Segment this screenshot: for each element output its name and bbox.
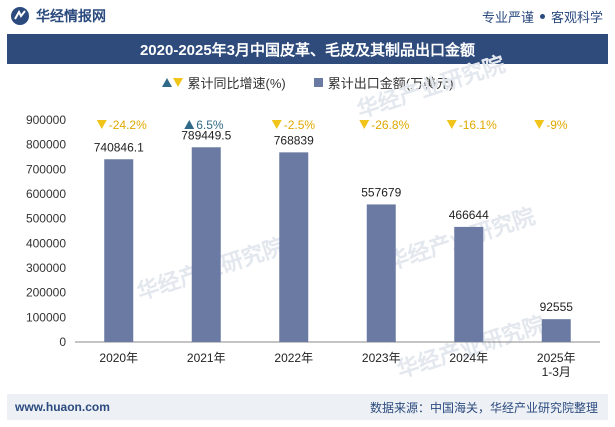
chart-title-bar: 2020-2025年3月中国皮革、毛皮及其制品出口金额 bbox=[7, 34, 608, 64]
square-icon bbox=[313, 77, 323, 87]
growth-label: -24.2% bbox=[109, 118, 147, 132]
growth-label: -16.1% bbox=[459, 118, 497, 132]
legend-item-growth: 累计同比增速(%) bbox=[161, 73, 286, 92]
legend-label-growth: 累计同比增速(%) bbox=[187, 75, 286, 91]
growth-down-marker bbox=[271, 120, 282, 129]
y-tick-label: 600000 bbox=[26, 187, 66, 201]
tagline-left: 专业严谨 bbox=[481, 9, 534, 25]
bar bbox=[104, 159, 134, 342]
bar-value-label: 740846.1 bbox=[94, 140, 144, 154]
growth-label: -9% bbox=[546, 118, 568, 132]
x-tick-label: 2021年 bbox=[187, 351, 226, 365]
y-tick-label: 500000 bbox=[26, 212, 66, 226]
bar-value-label: 768839 bbox=[274, 133, 314, 147]
x-tick-label: 2023年 bbox=[362, 351, 401, 365]
y-tick-label: 200000 bbox=[26, 286, 66, 300]
growth-up-marker bbox=[184, 120, 195, 129]
triangle-down-icon bbox=[172, 77, 183, 87]
data-labels: 740846.1 -24.2% 789449.56.5% 768839-2.5% 557… bbox=[94, 118, 574, 314]
growth-label: -2.5% bbox=[284, 118, 316, 132]
x-tick-label: 2022年 bbox=[274, 351, 313, 365]
bar-value-label: 92555 bbox=[540, 300, 574, 314]
y-tick-label: 0 bbox=[59, 335, 66, 349]
bar bbox=[191, 147, 221, 342]
y-tick-label: 900000 bbox=[26, 113, 66, 127]
huajing-logo-icon bbox=[11, 7, 29, 25]
y-tick-label: 100000 bbox=[26, 310, 66, 324]
brand: 华经情报网 bbox=[10, 6, 106, 26]
y-tick-label: 800000 bbox=[26, 138, 66, 152]
tagline: 专业严谨 客观科学 bbox=[482, 7, 603, 26]
bar bbox=[454, 226, 484, 342]
growth-down-marker bbox=[534, 120, 545, 129]
brand-name: 华经情报网 bbox=[36, 8, 106, 24]
axes: 0 100000 200000 300000 400000 500000 600000 700… bbox=[26, 113, 600, 379]
growth-down-marker bbox=[446, 120, 457, 129]
bar bbox=[279, 152, 309, 342]
growth-down-marker bbox=[96, 120, 107, 129]
bar bbox=[366, 204, 396, 342]
x-tick-label: 2024年 bbox=[449, 351, 488, 365]
y-tick-label: 700000 bbox=[26, 162, 66, 176]
x-tick-label: 1-3月 bbox=[542, 365, 571, 379]
dot-separator-icon bbox=[539, 13, 545, 19]
footer-url[interactable]: www.huaon.com bbox=[15, 400, 110, 414]
footer-source: 数据来源：中国海关，华经产业研究院整理 bbox=[369, 400, 598, 415]
footer-bar: www.huaon.com 数据来源：中国海关，华经产业研究院整理 bbox=[7, 394, 608, 420]
x-tick-label: 2020年 bbox=[99, 351, 138, 365]
growth-label: 6.5% bbox=[196, 118, 224, 132]
tagline-right: 客观科学 bbox=[550, 9, 603, 25]
bar bbox=[541, 319, 571, 342]
y-tick-label: 300000 bbox=[26, 261, 66, 275]
x-tick-label: 2025年 bbox=[537, 351, 576, 365]
watermark-text: 华经产业研究院 bbox=[354, 51, 508, 122]
chart-legend: 累计同比增速(%) 累计出口金额(万美元) bbox=[0, 72, 615, 92]
bar-value-label: 789449.5 bbox=[181, 128, 231, 142]
triangle-up-icon bbox=[161, 77, 172, 87]
y-tick-label: 400000 bbox=[26, 236, 66, 250]
growth-down-marker bbox=[359, 120, 370, 129]
growth-label: -26.8% bbox=[371, 118, 409, 132]
bar-value-label: 466644 bbox=[449, 208, 489, 222]
header-bar: 华经情报网 专业严谨 客观科学 bbox=[0, 0, 615, 32]
legend-label-amount: 累计出口金额(万美元) bbox=[327, 75, 454, 91]
bar-value-label: 557679 bbox=[361, 185, 401, 199]
legend-item-amount: 累计出口金额(万美元) bbox=[313, 73, 454, 92]
chart-title: 2020-2025年3月中国皮革、毛皮及其制品出口金额 bbox=[139, 41, 476, 59]
bars bbox=[104, 147, 571, 342]
